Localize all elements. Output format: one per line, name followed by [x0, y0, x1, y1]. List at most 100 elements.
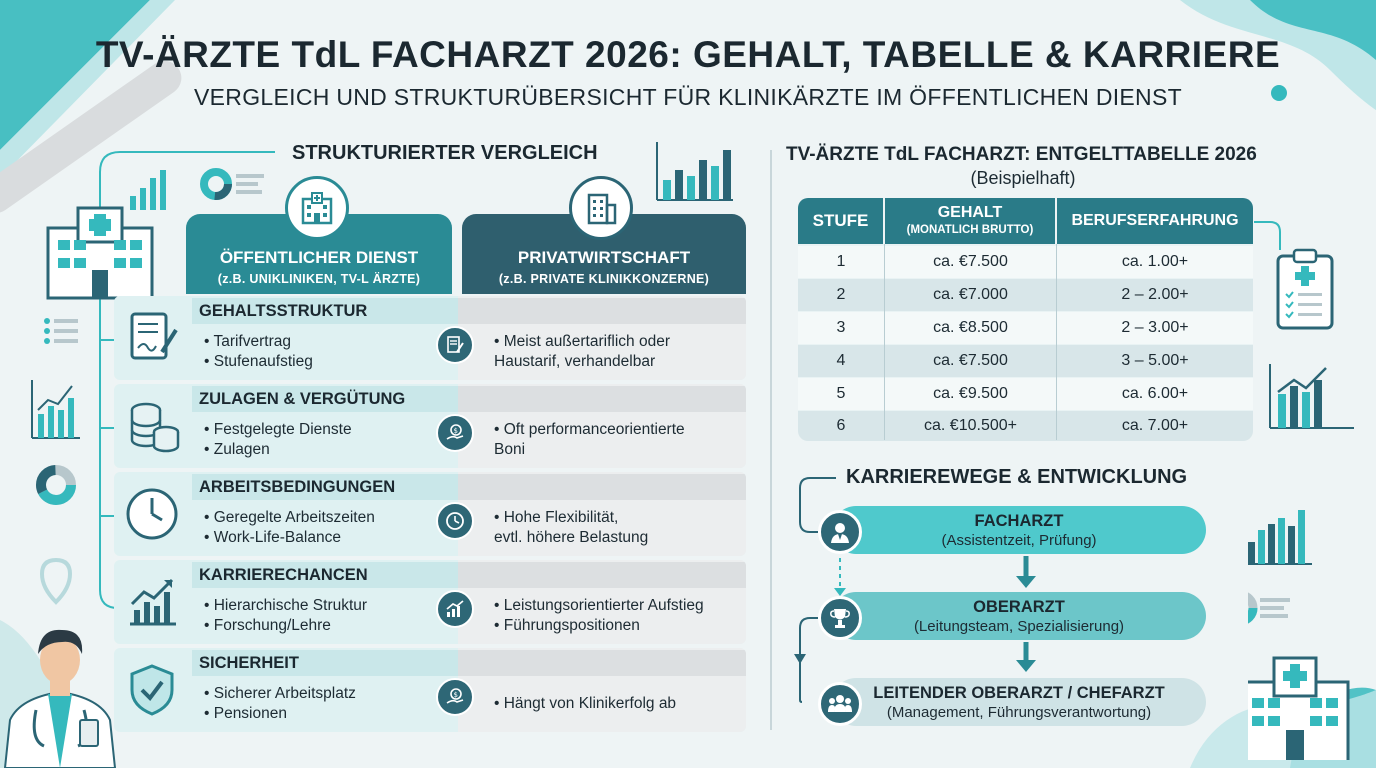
right-point: • Leistungsorientierter Aufstieg	[494, 597, 704, 614]
left-point: • Tarifvertrag	[204, 333, 291, 350]
row-band	[798, 279, 1253, 311]
row-band	[798, 345, 1253, 377]
career-step-title: LEITENDER OBERARZT / CHEFARZT	[873, 684, 1165, 702]
cell-gehalt: ca. €9.500	[933, 385, 1008, 402]
row-label: ZULAGEN & VERGÜTUNG	[199, 390, 406, 408]
cell-stufe: 6	[836, 417, 846, 434]
row-right-bar	[458, 298, 746, 324]
left-point: • Festgelegte Dienste	[204, 421, 352, 438]
cell-erfahrung: 2 – 3.00+	[1121, 319, 1189, 336]
right-point: • Hängt von Klinikerfolg ab	[494, 695, 677, 712]
cell-stufe: 5	[836, 385, 846, 402]
right-point: • Oft performanceorientierte	[494, 421, 685, 438]
public-sector-subtitle: (z.B. UNIKLINIKEN, TV-L ÄRZTE)	[217, 272, 421, 286]
cell-erfahrung: ca. 6.00+	[1121, 385, 1189, 402]
career-step-title: FACHARZT	[974, 512, 1064, 530]
career-step-detail: (Assistentzeit, Prüfung)	[941, 532, 1097, 549]
cell-stufe: 2	[836, 286, 846, 303]
page-title: TV-ÄRZTE TdL FACHARZT 2026: GEHALT, TABE…	[95, 34, 1281, 75]
left-point: • Geregelte Arbeitszeiten	[204, 509, 375, 526]
cell-stufe: 3	[836, 319, 846, 336]
cell-erfahrung: 2 – 2.00+	[1121, 286, 1189, 303]
coins-icon	[130, 402, 180, 453]
cell-gehalt: ca. €8.500	[933, 319, 1008, 336]
left-point: • Forschung/Lehre	[204, 617, 331, 634]
growth-chart-icon	[436, 590, 474, 628]
clock-icon	[126, 488, 178, 540]
cell-stufe: 1	[836, 253, 846, 270]
row-sicherheit: SICHERHEIT • Sicherer Arbeitsplatz • Pen…	[114, 648, 746, 732]
row-arbeitsbedingungen: ARBEITSBEDINGUNGEN • Geregelte Arbeitsze…	[114, 472, 746, 556]
page-subtitle: VERGLEICH UND STRUKTURÜBERSICHT FÜR KLIN…	[194, 84, 1182, 110]
career-step-chefarzt: LEITENDER OBERARZT / CHEFARZT (Managemen…	[832, 678, 1206, 726]
career-connectors	[794, 477, 1036, 703]
row-gehaltsstruktur: GEHALTSSTRUKTUR • Tarifvertrag • Stufena…	[114, 296, 746, 380]
header-gehalt: GEHALT (MONATLICH BRUTTO)	[885, 198, 1055, 244]
row-karrierechancen: KARRIERECHANCEN • Hierarchische Struktur…	[114, 560, 746, 644]
row-label: ARBEITSBEDINGUNGEN	[199, 478, 396, 496]
left-decor	[31, 151, 275, 609]
col-divider	[884, 244, 885, 440]
office-building-icon	[569, 176, 633, 240]
career-step-detail: (Leitungsteam, Spezialisierung)	[913, 618, 1125, 635]
hospital-icon	[285, 176, 349, 240]
public-sector-title: ÖFFENTLICHER DIENST	[219, 248, 419, 267]
right-point: Boni	[494, 441, 526, 458]
right-point: • Hohe Flexibilität,	[494, 509, 619, 526]
svg-text:$: $	[454, 691, 458, 699]
cell-stufe: 4	[836, 352, 846, 369]
growth-chart-icon	[130, 578, 176, 626]
trophy-icon	[818, 596, 862, 640]
left-point: • Zulagen	[204, 441, 270, 458]
left-point: • Hierarchische Struktur	[204, 597, 368, 614]
comparison-heading: STRUKTURIERTER VERGLEICH	[292, 142, 598, 164]
row-band	[798, 378, 1253, 410]
row-band	[798, 411, 1253, 441]
right-decor	[1248, 221, 1354, 760]
clock-icon	[436, 502, 474, 540]
doctor-illustration	[3, 629, 117, 768]
private-sector-title: PRIVATWIRTSCHAFT	[517, 248, 691, 267]
private-sector-subtitle: (z.B. PRIVATE KLINIKKONZERNE)	[498, 272, 710, 286]
document-sign-icon	[130, 312, 178, 360]
header-erfahrung: BERUFSERFAHRUNG	[1057, 198, 1253, 244]
doctor-icon	[818, 510, 862, 554]
bar-chart-decor-icon	[656, 142, 733, 201]
table-heading: TV-ÄRZTE TdL FACHARZT: ENTGELTTABELLE 20…	[786, 144, 1257, 165]
money-hand-icon: $	[436, 678, 474, 716]
money-hand-icon: $	[436, 414, 474, 452]
right-point: evtl. höhere Belastung	[494, 529, 649, 546]
svg-text:$: $	[454, 427, 458, 435]
col-divider	[1056, 244, 1057, 440]
header-stufe: STUFE	[798, 198, 883, 244]
cell-gehalt: ca. €7.000	[933, 286, 1008, 303]
right-point: • Meist außertariflich oder	[494, 333, 670, 350]
career-heading: KARRIEREWEGE & ENTWICKLUNG	[846, 466, 1188, 488]
career-step-oberarzt: OBERARZT (Leitungsteam, Spezialisierung)	[832, 592, 1206, 640]
public-sector-header: ÖFFENTLICHER DIENST (z.B. UNIKLINIKEN, T…	[186, 214, 452, 294]
row-label: KARRIERECHANCEN	[199, 566, 368, 584]
right-point: • Führungspositionen	[494, 617, 640, 634]
table-subheading: (Beispielhaft)	[970, 168, 1076, 188]
header-erfahrung-label: BERUFSERFAHRUNG	[1071, 212, 1239, 229]
career-step-detail: (Management, Führungsverantwortung)	[886, 704, 1152, 721]
left-point: • Sicherer Arbeitsplatz	[204, 685, 356, 702]
row-label: SICHERHEIT	[199, 654, 299, 672]
right-point: Haustarif, verhandelbar	[494, 353, 656, 370]
cell-erfahrung: 3 – 5.00+	[1121, 352, 1189, 369]
cell-gehalt: ca. €7.500	[933, 352, 1008, 369]
row-band	[798, 246, 1253, 278]
left-point: • Stufenaufstieg	[204, 353, 313, 370]
row-right-bar	[458, 386, 746, 412]
row-right-bar	[458, 474, 746, 500]
shield-check-icon	[130, 664, 174, 716]
career-step-title: OBERARZT	[973, 598, 1065, 616]
career-step-facharzt: FACHARZT (Assistentzeit, Prüfung)	[832, 506, 1206, 554]
cell-erfahrung: ca. 7.00+	[1121, 417, 1189, 434]
left-point: • Pensionen	[204, 705, 287, 722]
row-right-bar	[458, 562, 746, 588]
cell-gehalt: ca. €10.500+	[924, 417, 1017, 434]
section-divider	[770, 150, 772, 730]
cell-erfahrung: ca. 1.00+	[1121, 253, 1189, 270]
row-zulagen: ZULAGEN & VERGÜTUNG • Festgelegte Dienst…	[114, 384, 746, 468]
